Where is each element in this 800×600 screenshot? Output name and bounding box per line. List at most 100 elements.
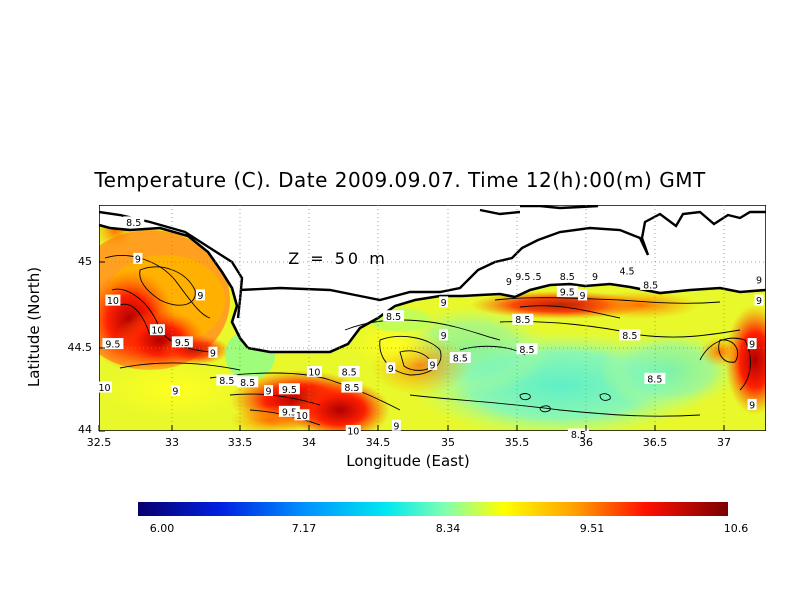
contour-label-bg [102, 338, 124, 350]
contour-label-bg [590, 270, 600, 282]
contour-label-bg [523, 270, 545, 282]
colorbar-label: 6.00 [149, 522, 175, 535]
contour-label-bg [428, 358, 437, 370]
contour-label-bg [754, 273, 764, 285]
contour-label-bg [578, 289, 588, 301]
contour-label: 9 [197, 291, 203, 302]
x-tick-label: 37 [717, 436, 731, 449]
contour-label: 9 [135, 254, 141, 265]
contour-label-bg [306, 365, 322, 377]
contour-label: 9 [441, 298, 447, 309]
contour-label: 9 [266, 387, 272, 398]
contour-label: 10 [151, 326, 163, 337]
contour-label: 8.5 [453, 353, 468, 364]
x-tick-label: 36.5 [642, 436, 668, 449]
colorbar-label: 7.17 [291, 522, 317, 535]
contour-label: 9 [429, 360, 435, 371]
contour-label-bg [516, 343, 538, 355]
contour-label-bg [556, 285, 578, 297]
contour-label: 9.5 [282, 385, 297, 396]
contour-lines [104, 255, 751, 426]
contour-label: 9 [172, 387, 178, 398]
contour-label: 8.5 [647, 374, 662, 385]
y-tick-label: 44.5 [67, 341, 93, 354]
contour-label: 9 [756, 275, 762, 286]
contour-label-bg [754, 294, 764, 306]
contour-label: 9 [393, 421, 399, 432]
contour-label-bg [341, 381, 363, 393]
contour-label: 9.5 [175, 338, 190, 349]
contour-label-bg [171, 336, 193, 348]
contour-label-bg [512, 270, 534, 282]
contour-label: 9.5 [560, 287, 575, 298]
contour-label: 8.5 [571, 430, 586, 441]
coastline-inland [99, 205, 766, 319]
contour-label: 9 [749, 400, 755, 411]
y-axis-label: Latitude (North) [25, 266, 43, 388]
contour-label: 9.5 [282, 407, 297, 418]
contour-label: 4.5 [619, 267, 634, 278]
contour-label-bg [170, 385, 180, 397]
x-tick-label: 36 [579, 436, 593, 449]
x-tick-label: 35.5 [504, 436, 530, 449]
contour-label: 9 [210, 348, 216, 359]
contour-label-bg [616, 265, 638, 277]
tick-marks [98, 261, 725, 432]
colorbar-label: 9.51 [579, 522, 605, 535]
colorbar-label: 8.34 [435, 522, 461, 535]
y-tick-label: 45 [78, 255, 92, 268]
contour-label-bg [208, 346, 218, 358]
contour-label-bg [278, 405, 300, 417]
contour-label: 8.5 [560, 272, 575, 283]
contour-label: 8.5 [622, 331, 637, 342]
contour-label: 10 [347, 427, 359, 438]
contour-label: 8.5 [126, 218, 141, 229]
contour-label: 10 [296, 411, 308, 422]
contour-label: 10 [107, 296, 119, 307]
contour-label: 8.5 [515, 315, 530, 326]
contour-label-bg [123, 216, 145, 228]
contour-label: 8.5 [643, 280, 658, 291]
land-mass [99, 205, 766, 352]
contour-label-bg [237, 376, 259, 388]
contour-label: 9 [506, 277, 512, 288]
x-tick-label: 32.5 [86, 436, 112, 449]
depth-annotation: Z = 50 m [288, 249, 388, 268]
contour-label: 9 [756, 296, 762, 307]
contour-label-bg [216, 374, 238, 386]
contour-label-bg [391, 419, 401, 431]
contour-label-bg [449, 351, 471, 363]
y-tick-label: 44 [78, 423, 92, 436]
contour-label: 8.5 [519, 345, 534, 356]
contour-label-bg [644, 372, 666, 384]
contour-label-bg [439, 329, 449, 341]
contour-label-bg [383, 310, 405, 322]
contour-label-bg [149, 324, 165, 336]
contour-label: 9.5 [105, 340, 120, 351]
contour-label: 10 [308, 367, 320, 378]
x-tick-label: 33 [165, 436, 179, 449]
contour-label-bg [747, 338, 757, 350]
contour-label-bg [567, 428, 589, 440]
contour-label-bg [619, 329, 641, 341]
chart-title: Temperature (C). Date 2009.09.07. Time 1… [94, 168, 706, 192]
contour-label: 9 [441, 331, 447, 342]
contour-label: 9 [388, 364, 394, 375]
contour-label: 9 [580, 291, 586, 302]
contour-label-bg [345, 425, 361, 436]
contour-label: 9.5 [515, 272, 530, 283]
contour-label-bg [105, 294, 121, 306]
contour-label: 8.5 [342, 367, 357, 378]
x-tick-label: 34 [302, 436, 316, 449]
contour-label: 8.5 [386, 312, 401, 323]
x-tick-label: 33.5 [227, 436, 253, 449]
contour-label-bg [264, 385, 274, 397]
contour-label: 8.5 [240, 378, 255, 389]
x-tick-label: 35 [441, 436, 455, 449]
x-axis-label: Longitude (East) [346, 452, 470, 470]
colorbar-label: 10.6 [723, 522, 749, 535]
contour-label: 9 [749, 340, 755, 351]
temperature-field [99, 205, 766, 431]
